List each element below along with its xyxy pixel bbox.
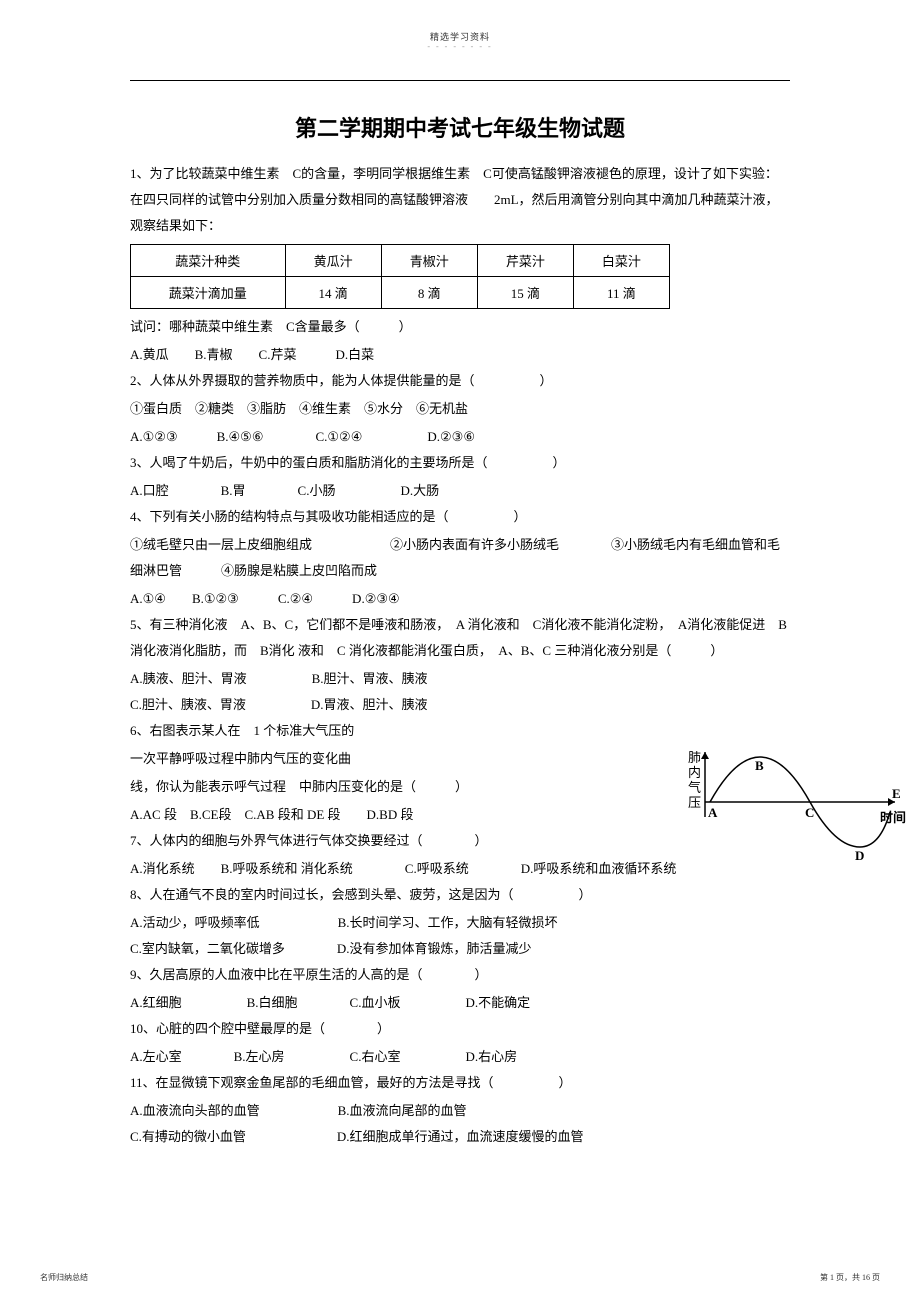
- q3-options: A.口腔 B.胃 C.小肠 D.大肠: [130, 478, 790, 504]
- footer-left: 名师归纳总结: [40, 1272, 88, 1283]
- table-header: 白菜汁: [573, 245, 669, 277]
- table-cell: 蔬菜汁滴加量: [131, 277, 286, 309]
- q1-ask: 试问：哪种蔬菜中维生素 C含量最多（ ）: [130, 314, 790, 340]
- chart-ylabel-3: 气: [688, 780, 701, 795]
- q5-options2: C.胆汁、胰液、胃液 D.胃液、胆汁、胰液: [130, 692, 790, 718]
- q2-sub: ①蛋白质 ②糖类 ③脂肪 ④维生素 ⑤水分 ⑥无机盐: [130, 396, 790, 422]
- page-title: 第二学期期中考试七年级生物试题: [130, 111, 790, 143]
- q2-text: 2、人体从外界摄取的营养物质中，能为人体提供能量的是（ ）: [130, 368, 790, 394]
- point-e: E: [892, 786, 901, 801]
- q5-options1: A.胰液、胆汁、胃液 B.胆汁、胃液、胰液: [130, 666, 790, 692]
- table-header: 蔬菜汁种类: [131, 245, 286, 277]
- q3-text: 3、人喝了牛奶后，牛奶中的蛋白质和脂肪消化的主要场所是（ ）: [130, 450, 790, 476]
- q11-text: 11、在显微镜下观察金鱼尾部的毛细血管，最好的方法是寻找（ ）: [130, 1070, 790, 1096]
- table-cell: 11 滴: [573, 277, 669, 309]
- q1-text: 1、为了比较蔬菜中维生素 C的含量，李明同学根据维生素 C可使高锰酸钾溶液褪色的…: [130, 161, 790, 239]
- table-cell: 15 滴: [477, 277, 573, 309]
- q1-table: 蔬菜汁种类 黄瓜汁 青椒汁 芹菜汁 白菜汁 蔬菜汁滴加量 14 滴 8 滴 15…: [130, 244, 670, 309]
- q8-options1: A.活动少，呼吸频率低 B.长时间学习、工作，大脑有轻微损坏: [130, 910, 790, 936]
- table-header: 青椒汁: [381, 245, 477, 277]
- q2-options: A.①②③ B.④⑤⑥ C.①②④ D.②③⑥: [130, 424, 790, 450]
- chart-ylabel-4: 压: [688, 795, 701, 810]
- header-dots: - - - - - - - -: [427, 42, 492, 51]
- content-area: 第二学期期中考试七年级生物试题 1、为了比较蔬菜中维生素 C的含量，李明同学根据…: [130, 80, 790, 1150]
- footer-right: 第 1 页，共 16 页: [820, 1272, 880, 1283]
- q6-text1: 6、右图表示某人在 1 个标准大气压的: [130, 718, 790, 744]
- pressure-chart: 肺 内 气 压 A B C D E 时间: [680, 742, 910, 862]
- point-d: D: [855, 848, 864, 862]
- q8-text: 8、人在通气不良的室内时间过长，会感到头晕、疲劳，这是因为（ ）: [130, 882, 790, 908]
- q1-options: A.黄瓜 B.青椒 C.芹菜 D.白菜: [130, 342, 790, 368]
- chart-ylabel-1: 肺: [688, 750, 701, 765]
- q10-options: A.左心室 B.左心房 C.右心室 D.右心房: [130, 1044, 790, 1070]
- q4-options: A.①④ B.①②③ C.②④ D.②③④: [130, 586, 790, 612]
- table-header: 黄瓜汁: [285, 245, 381, 277]
- table-header: 芹菜汁: [477, 245, 573, 277]
- y-arrow: [701, 752, 709, 759]
- table-cell: 8 滴: [381, 277, 477, 309]
- chart-ylabel-2: 内: [688, 765, 701, 780]
- q9-text: 9、久居高原的人血液中比在平原生活的人高的是（ ）: [130, 962, 790, 988]
- q9-options: A.红细胞 B.白细胞 C.血小板 D.不能确定: [130, 990, 790, 1016]
- q10-text: 10、心脏的四个腔中壁最厚的是（ ）: [130, 1016, 790, 1042]
- point-c: C: [805, 805, 814, 820]
- q8-options2: C.室内缺氧，二氧化碳增多 D.没有参加体育锻炼，肺活量减少: [130, 936, 790, 962]
- point-a: A: [708, 805, 718, 820]
- q5-text: 5、有三种消化液 A、B、C，它们都不是唾液和肠液， A 消化液和 C消化液不能…: [130, 612, 790, 664]
- q11-options2: C.有搏动的微小血管 D.红细胞成单行通过，血流速度缓慢的血管: [130, 1124, 790, 1150]
- chart-xlabel: 时间: [880, 810, 906, 825]
- q4-text: 4、下列有关小肠的结构特点与其吸收功能相适应的是（ ）: [130, 504, 790, 530]
- table-cell: 14 滴: [285, 277, 381, 309]
- q11-options1: A.血液流向头部的血管 B.血液流向尾部的血管: [130, 1098, 790, 1124]
- point-b: B: [755, 758, 764, 773]
- q4-sub: ①绒毛壁只由一层上皮细胞组成 ②小肠内表面有许多小肠绒毛 ③小肠绒毛内有毛细血管…: [130, 532, 790, 584]
- top-divider: [130, 80, 790, 81]
